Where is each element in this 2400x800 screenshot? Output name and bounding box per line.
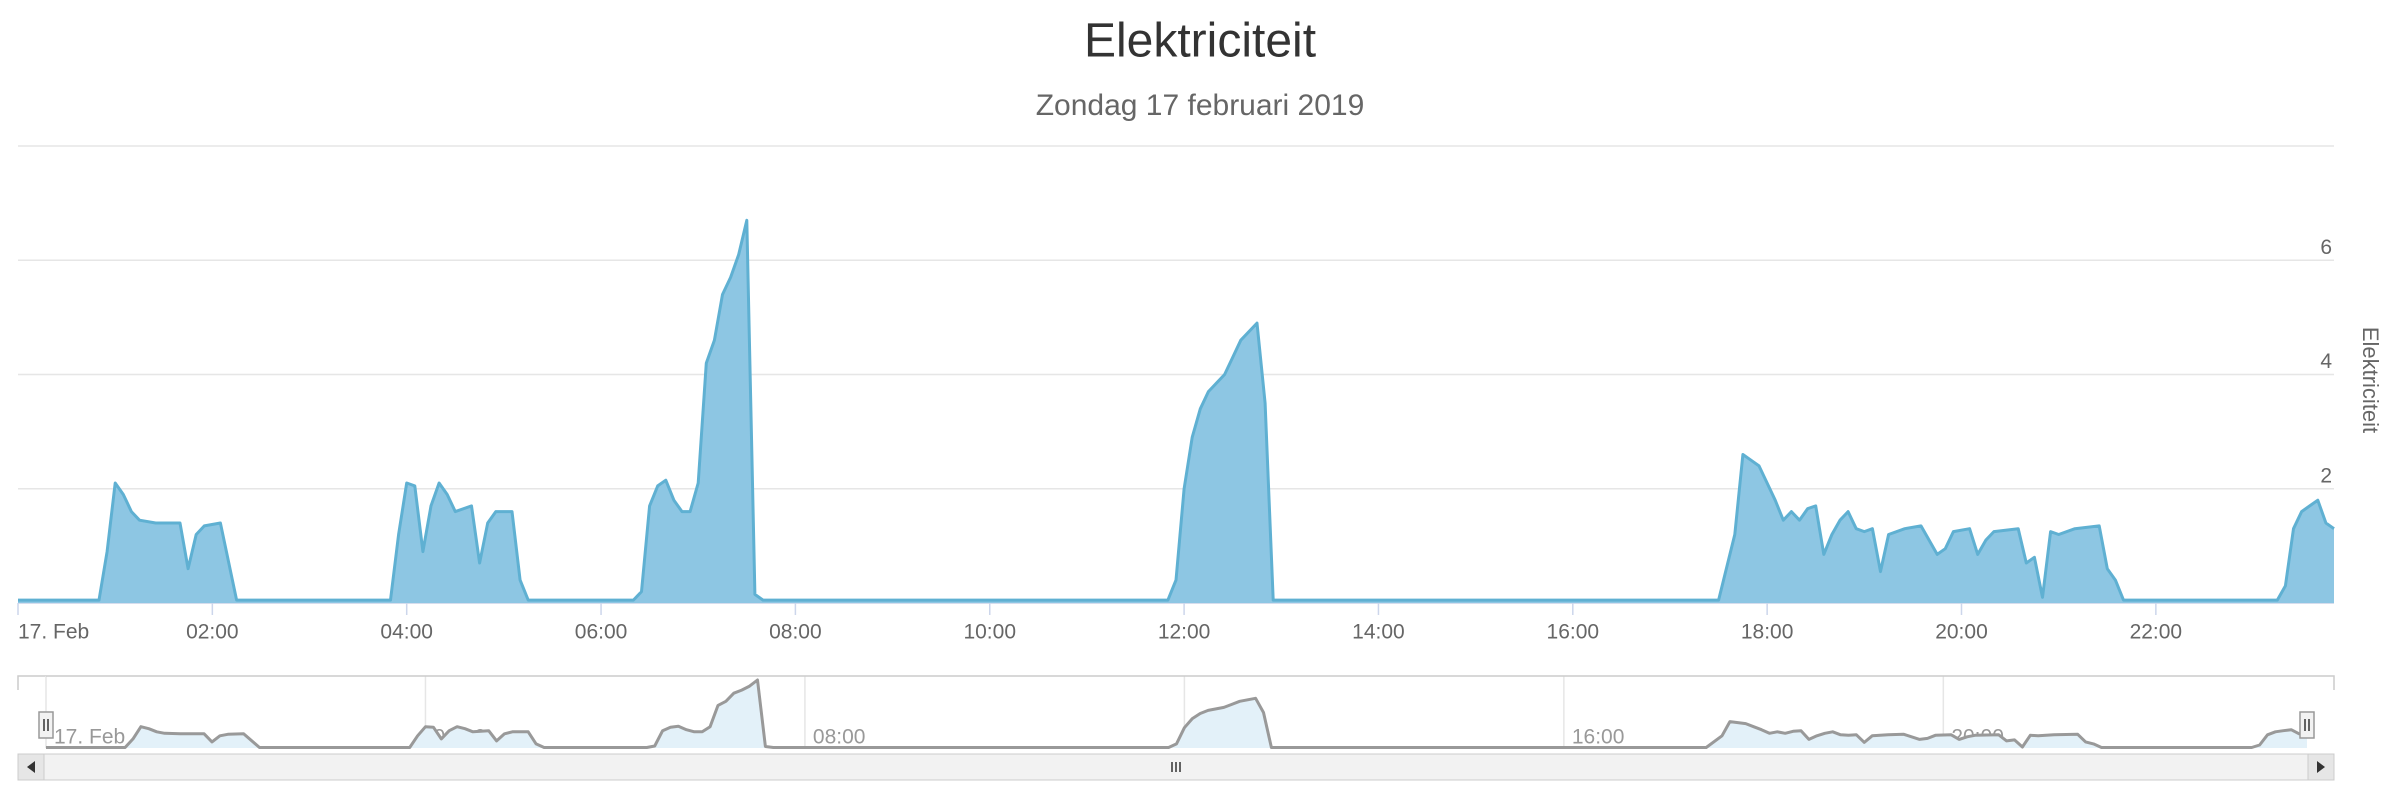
navigator [17, 675, 2335, 690]
chart-title: Elektriciteit [1084, 15, 1316, 68]
navigator-tick-label: 17. Feb [54, 726, 125, 749]
x-tick-label: 17. Feb [18, 621, 89, 644]
x-tick-label: 14:00 [1352, 621, 1405, 644]
handle-grip [43, 719, 49, 731]
series-line [18, 218, 2335, 602]
x-tick-label: 10:00 [963, 621, 1016, 644]
x-tick-label: 20:00 [1935, 621, 1988, 644]
navigator-series-line [46, 678, 2308, 749]
y-axis-title: Elektriciteit [2358, 327, 2383, 433]
navigator-series-area [46, 680, 2307, 748]
arrow-right [2317, 761, 2325, 773]
y-tick-label: 6 [2320, 236, 2332, 259]
x-tick-label: 06:00 [575, 621, 628, 644]
x-tick-label: 04:00 [380, 621, 433, 644]
x-tick-label: 16:00 [1547, 621, 1600, 644]
y-tick-label: 4 [2320, 350, 2332, 373]
scrollbar-grip [1171, 762, 1181, 772]
navigator-tick-label: 16:00 [1572, 726, 1625, 749]
scrollbar[interactable] [17, 753, 2335, 781]
x-tick-label: 02:00 [186, 621, 239, 644]
chart-subtitle: Zondag 17 februari 2019 [1036, 89, 1365, 122]
navigator-tick-label: 08:00 [813, 726, 866, 749]
x-tick-label: 18:00 [1741, 621, 1794, 644]
navigator-outline [17, 675, 2335, 690]
x-tick-label: 22:00 [2130, 621, 2183, 644]
y-tick-label: 2 [2320, 464, 2332, 487]
x-tick-label: 12:00 [1158, 621, 1211, 644]
arrow-left [27, 761, 35, 773]
handle-grip [2304, 719, 2310, 731]
series-area [18, 220, 2334, 604]
navigator-handle[interactable] [38, 711, 54, 739]
x-tick-label: 08:00 [769, 621, 822, 644]
navigator-handle[interactable] [2299, 711, 2315, 739]
